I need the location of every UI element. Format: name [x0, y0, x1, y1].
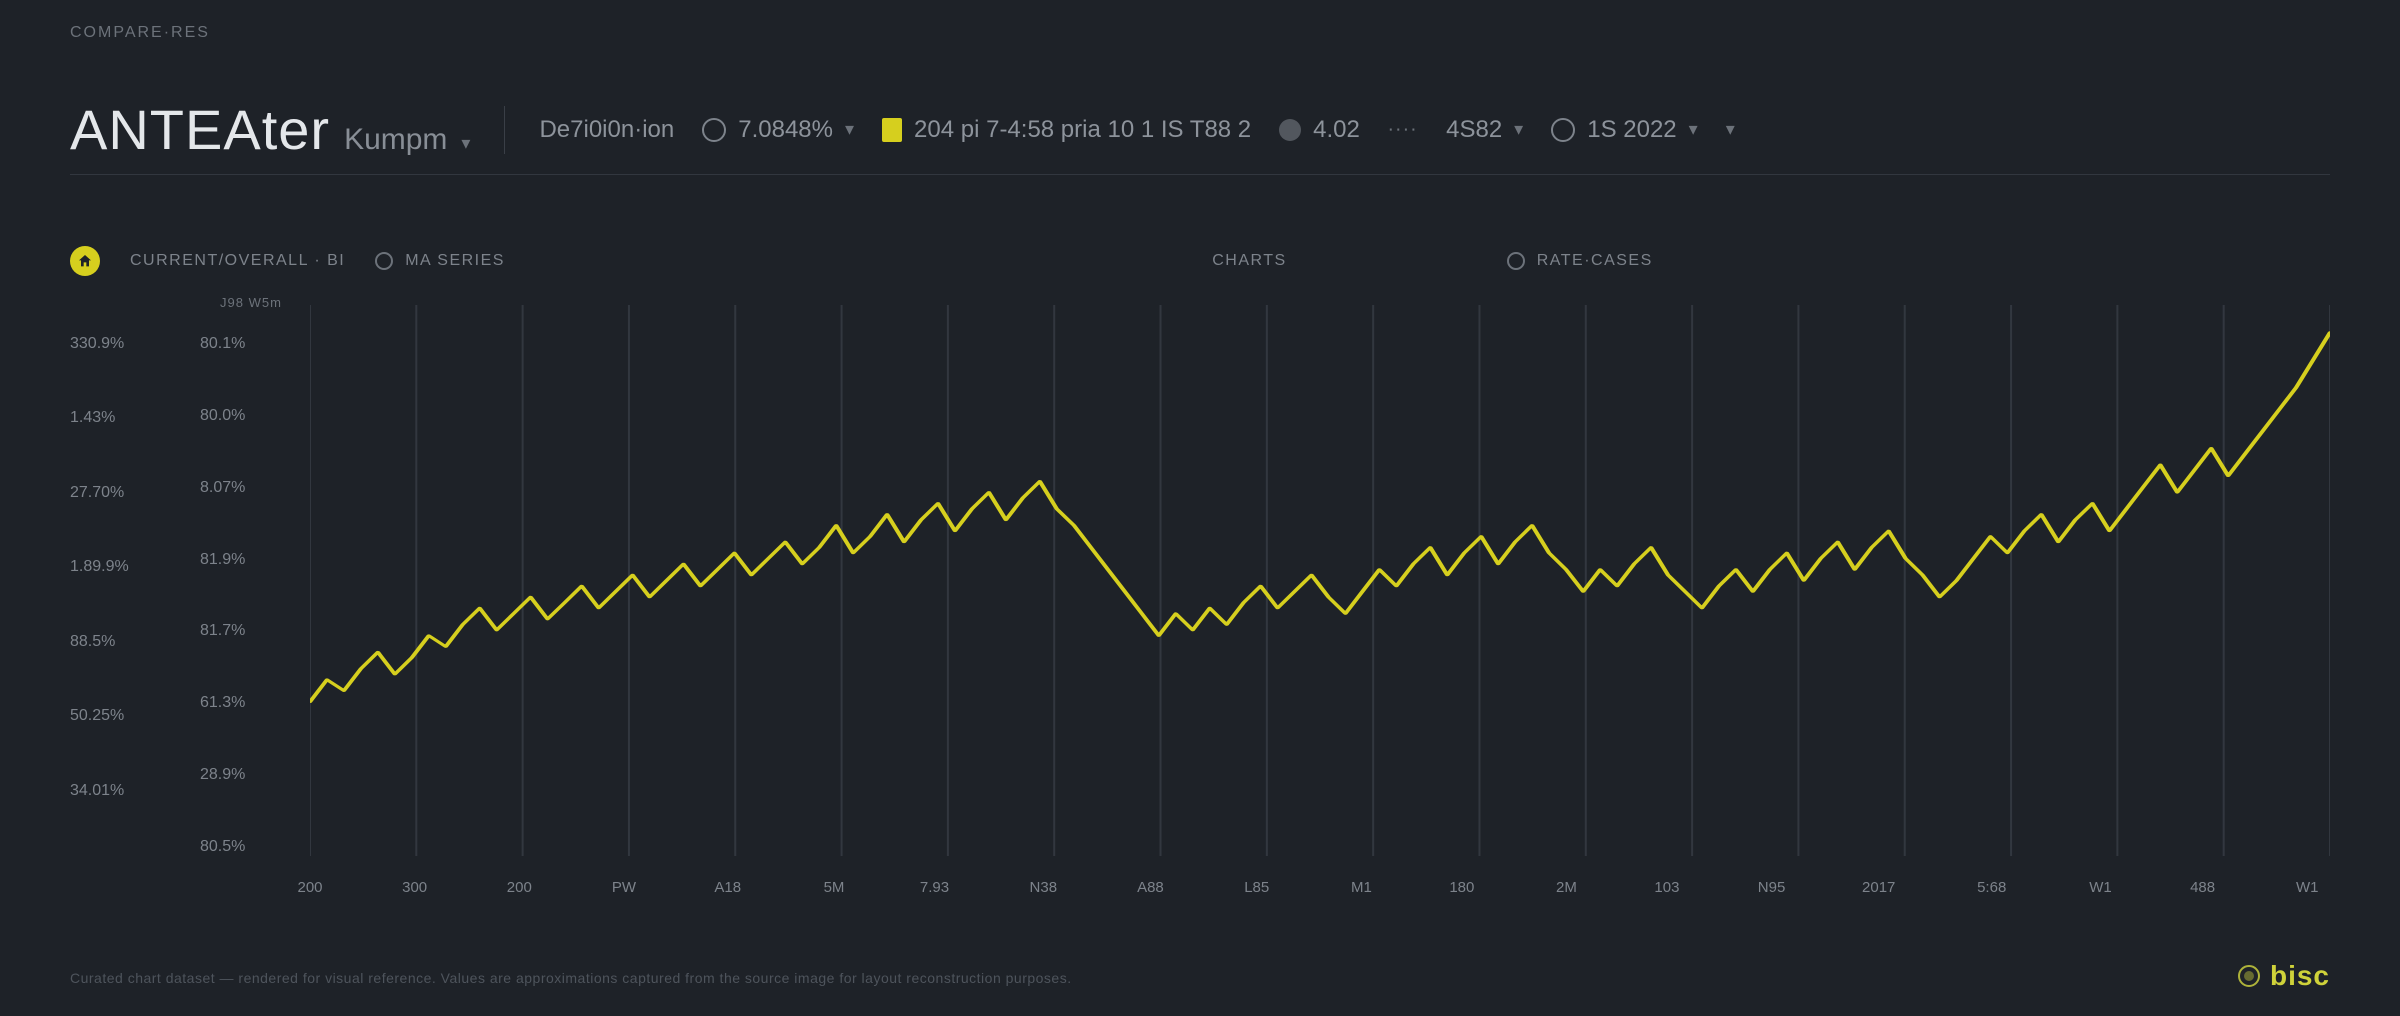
- x-tick-label: N95: [1758, 879, 1786, 896]
- y-tick-label: 80.1%: [200, 335, 280, 353]
- brand: ANTEAter Kumpm ▾: [70, 97, 470, 162]
- series-indicator-icon: [882, 118, 902, 142]
- x-tick-label: 200: [297, 879, 322, 896]
- y-tick-label: 34.01%: [70, 782, 150, 800]
- chart-plot: [310, 305, 2330, 856]
- x-tick-label: 7.93: [920, 879, 949, 896]
- x-tick-label: N38: [1030, 879, 1058, 896]
- x-tick-label: 488: [2190, 879, 2215, 896]
- x-tick-label: A88: [1137, 879, 1164, 896]
- ring-icon: [1507, 252, 1525, 270]
- ring-icon: [375, 252, 393, 270]
- x-tick-label: 200: [507, 879, 532, 896]
- filter-rate[interactable]: RATE·CASES: [1507, 252, 1653, 270]
- header-stat-2: 4.02: [1279, 116, 1360, 144]
- filter-ma[interactable]: MA SERIES: [375, 252, 505, 270]
- y-tick-label: 80.5%: [200, 838, 280, 856]
- divider: [504, 106, 505, 154]
- x-tick-label: 5M: [824, 879, 845, 896]
- header-label-1: De7i0i0n·ion: [539, 116, 674, 144]
- header-more[interactable]: ▾: [1726, 119, 1735, 140]
- header-dots[interactable]: ∙∙∙∙: [1388, 118, 1418, 141]
- dots-icon: ∙∙∙∙: [1388, 118, 1418, 141]
- y-tick-label: 28.9%: [200, 766, 280, 784]
- chevron-down-icon[interactable]: ▾: [1689, 119, 1698, 140]
- footer-brand: bisc: [2238, 960, 2330, 992]
- y-tick-label: 330.9%: [70, 335, 150, 353]
- header-stat-4[interactable]: 1S 2022 ▾: [1551, 116, 1697, 144]
- y-tick-label: 81.7%: [200, 622, 280, 640]
- x-tick-label: W1: [2296, 879, 2319, 896]
- filter-label: RATE·CASES: [1537, 252, 1653, 270]
- x-tick-label: 180: [1449, 879, 1474, 896]
- chevron-down-icon[interactable]: ▾: [1726, 119, 1735, 140]
- y-tick-label: 8.07%: [200, 479, 280, 497]
- x-tick-label: 103: [1654, 879, 1679, 896]
- header-stat-3[interactable]: 4S82 ▾: [1446, 116, 1523, 144]
- chevron-down-icon[interactable]: ▾: [1514, 119, 1523, 140]
- header-pill: 204 pi 7-4:58 pria 10 1 IS T88 2: [882, 116, 1251, 144]
- x-tick-label: L85: [1244, 879, 1269, 896]
- y-tick-label: 81.9%: [200, 551, 280, 569]
- chevron-down-icon[interactable]: ▾: [461, 133, 470, 154]
- x-tick-label: M1: [1351, 879, 1372, 896]
- stat-value: 4S82: [1446, 116, 1502, 144]
- header-stat-1[interactable]: 7.0848% ▾: [702, 116, 854, 144]
- y-tick-label: 1.89.9%: [70, 558, 150, 576]
- chart-subtitle: J98 W5m: [220, 295, 282, 310]
- filter-row: CURRENT/OVERALL · BI MA SERIES CHARTS RA…: [70, 240, 2330, 282]
- x-tick-label: 2M: [1556, 879, 1577, 896]
- brand-subtitle: Kumpm: [344, 123, 447, 157]
- brand-title: ANTEAter: [70, 97, 330, 162]
- x-tick-label: 2017: [1862, 879, 1895, 896]
- pill-text: 204 pi 7-4:58 pria 10 1 IS T88 2: [914, 116, 1251, 144]
- y-axis-left-b: 80.1% 80.0% 8.07% 81.9% 81.7% 61.3% 28.9% 80.5%: [200, 335, 280, 856]
- y-tick-label: 80.0%: [200, 407, 280, 425]
- footer-note: Curated chart dataset — rendered for vis…: [70, 970, 1072, 986]
- coin-icon: [1279, 119, 1301, 141]
- y-axis-left-a: 330.9% 1.43% 27.70% 1.89.9% 88.5% 50.25% 34.01…: [70, 335, 150, 856]
- y-tick-label: 27.70%: [70, 484, 150, 502]
- x-tick-label: A18: [714, 879, 741, 896]
- footer-brand-text: bisc: [2270, 960, 2330, 992]
- stat-value: 4.02: [1313, 116, 1360, 144]
- y-tick-label: 61.3%: [200, 694, 280, 712]
- chevron-down-icon[interactable]: ▾: [845, 119, 854, 140]
- header-bar: ANTEAter Kumpm ▾ De7i0i0n·ion 7.0848% ▾ …: [70, 85, 2330, 175]
- circle-icon: [1551, 118, 1575, 142]
- x-tick-label: 300: [402, 879, 427, 896]
- breadcrumb: COMPARE·RES: [70, 24, 210, 42]
- filter-charts[interactable]: CHARTS: [1212, 252, 1287, 270]
- y-tick-label: 88.5%: [70, 633, 150, 651]
- chart-area: J98 W5m 330.9% 1.43% 27.70% 1.89.9% 88.5% 50.…: [70, 295, 2330, 946]
- circle-icon: [702, 118, 726, 142]
- x-tick-label: 5:68: [1977, 879, 2006, 896]
- brand-logo-icon: [2238, 965, 2260, 987]
- y-tick-label: 1.43%: [70, 409, 150, 427]
- x-axis: 200300200PWA185M7.93N38A88L85M11802M103N…: [310, 879, 2330, 896]
- stat-value: 7.0848%: [738, 116, 833, 144]
- stat-value: 1S 2022: [1587, 116, 1676, 144]
- x-tick-label: W1: [2089, 879, 2112, 896]
- filter-label: MA SERIES: [405, 252, 505, 270]
- filter-current[interactable]: CURRENT/OVERALL · BI: [130, 252, 345, 270]
- x-tick-label: PW: [612, 879, 636, 896]
- price-line: [310, 333, 2330, 702]
- home-icon[interactable]: [70, 246, 100, 276]
- y-tick-label: 50.25%: [70, 707, 150, 725]
